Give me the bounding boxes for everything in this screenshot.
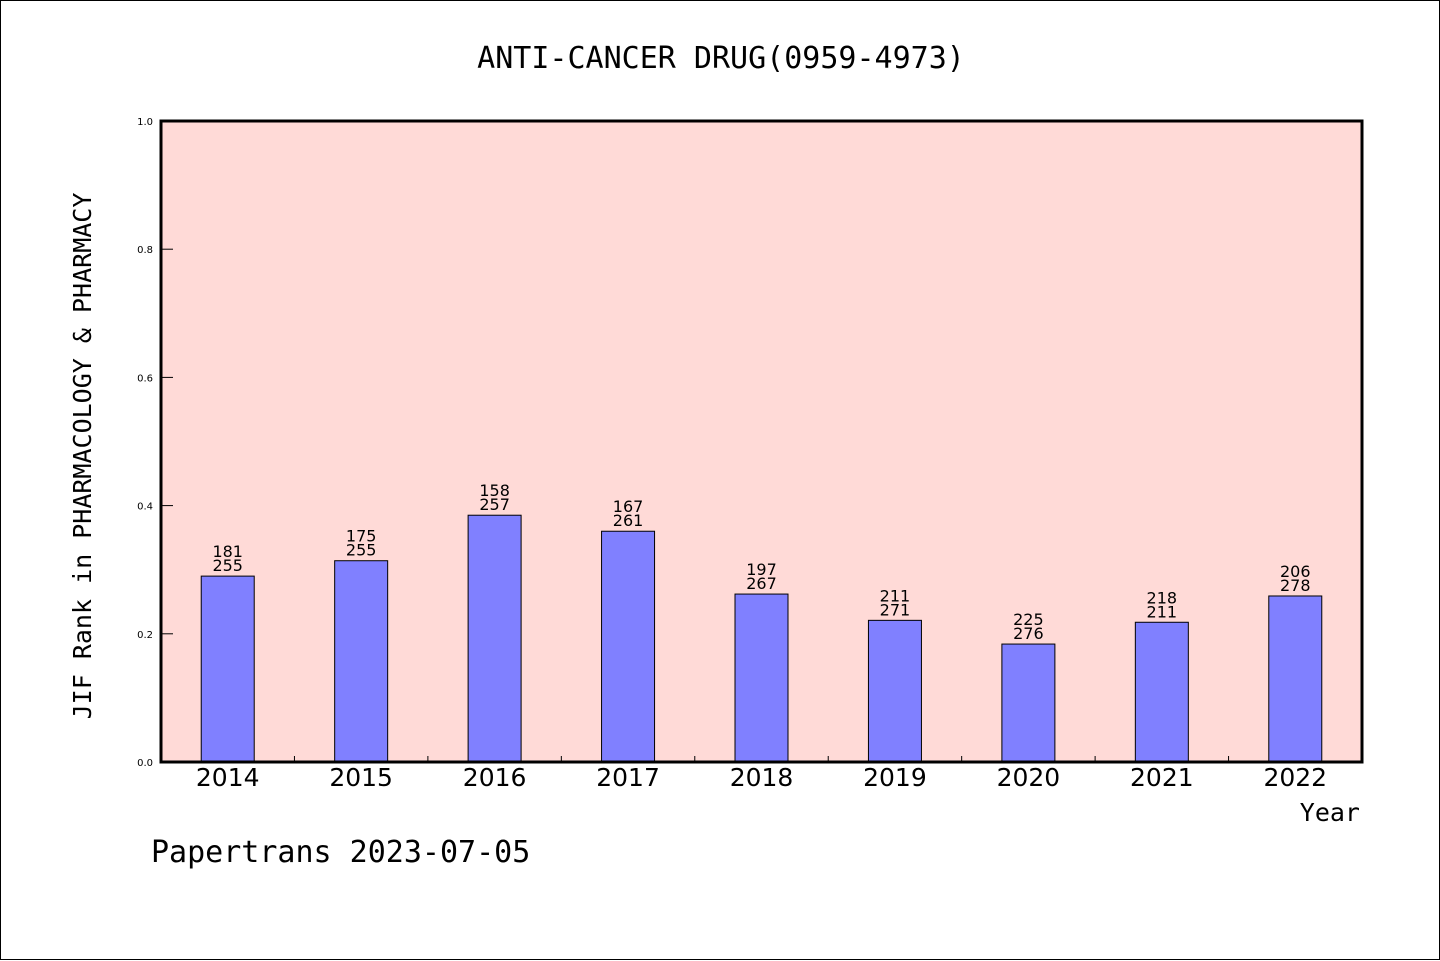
y-tick-label: 0.6 xyxy=(137,373,153,384)
bar xyxy=(334,560,389,763)
bar-label-total: 271 xyxy=(880,600,911,619)
x-tick-label: 2022 xyxy=(1263,763,1327,792)
y-tick-label: 0.0 xyxy=(137,758,153,769)
bar xyxy=(467,514,522,763)
x-tick-label: 2019 xyxy=(863,763,927,792)
x-tick-label: 2018 xyxy=(730,763,794,792)
footer-text: Papertrans 2023-07-05 xyxy=(151,835,531,870)
bar xyxy=(1268,595,1323,763)
bar-label-rank: 197 xyxy=(746,560,777,579)
bar-label-rank: 211 xyxy=(880,586,911,605)
x-axis-label: Year xyxy=(1300,798,1360,827)
y-tick-label: 0.2 xyxy=(137,630,153,641)
x-axis: 2014 2015 2016 2017 2018 2019 2020 2021 2022 xyxy=(196,756,1327,792)
bar xyxy=(734,593,789,763)
bar-label-total: 255 xyxy=(212,556,243,575)
bar xyxy=(200,575,255,763)
bar-series xyxy=(200,514,1323,763)
x-tick-label: 2017 xyxy=(596,763,660,792)
x-tick-label: 2020 xyxy=(997,763,1061,792)
bar xyxy=(1134,621,1189,763)
bar xyxy=(601,530,656,763)
bar-label-total: 257 xyxy=(479,495,510,514)
bar xyxy=(1001,643,1056,763)
bar-label-rank: 206 xyxy=(1280,562,1311,581)
bar-label-rank: 158 xyxy=(479,481,510,500)
bar-label-total: 276 xyxy=(1013,624,1044,643)
bar-label-rank: 181 xyxy=(212,542,243,561)
x-tick-label: 2014 xyxy=(196,763,260,792)
x-tick-label: 2015 xyxy=(329,763,393,792)
bar-label-total: 211 xyxy=(1147,602,1178,621)
bar-label-total: 278 xyxy=(1280,576,1311,595)
bar-label-rank: 175 xyxy=(346,527,377,546)
bar-label-total: 267 xyxy=(746,574,777,593)
plot-border xyxy=(159,119,1364,764)
bar-label-total: 255 xyxy=(346,541,377,560)
y-tick-label: 0.8 xyxy=(137,245,153,256)
bar-label-rank: 225 xyxy=(1013,610,1044,629)
bar-label-total: 261 xyxy=(613,511,644,530)
chart-title: ANTI-CANCER DRUG(0959-4973) xyxy=(477,41,965,76)
y-axis-label: JIF Rank in PHARMACOLOGY & PHARMACY xyxy=(68,193,97,720)
bar-label-rank: 218 xyxy=(1147,588,1178,607)
y-tick-label: 1.0 xyxy=(137,117,153,128)
x-tick-label: 2016 xyxy=(463,763,527,792)
y-tick-label: 0.4 xyxy=(137,502,153,513)
x-tick-label: 2021 xyxy=(1130,763,1194,792)
bar xyxy=(867,619,922,763)
bar-label-rank: 167 xyxy=(613,497,644,516)
